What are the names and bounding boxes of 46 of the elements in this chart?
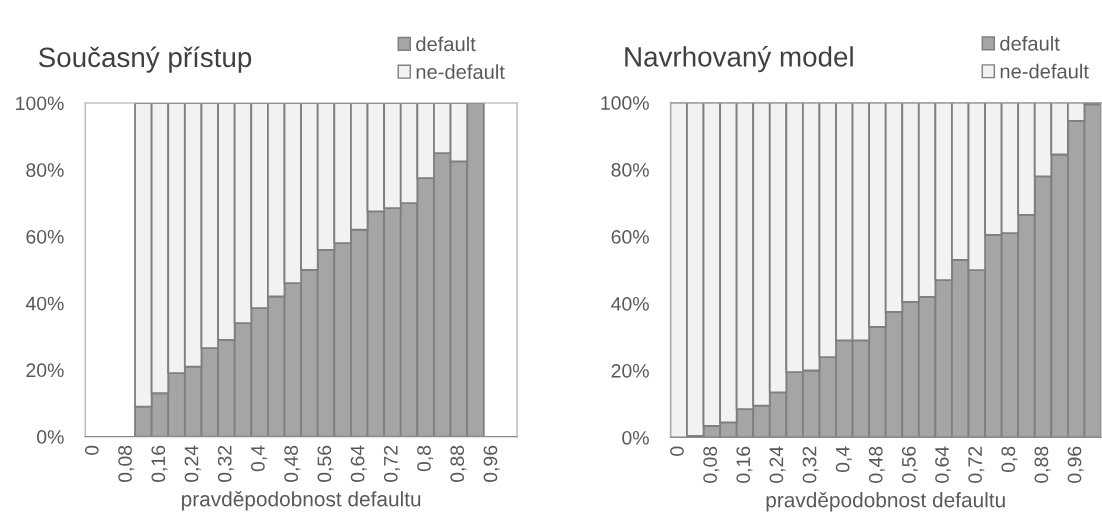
- x-tick-label: 0,4: [835, 446, 852, 473]
- x-axis-title: pravděpodobnost defaultu: [766, 492, 1005, 512]
- x-axis-title: pravděpodobnost defaultu: [181, 491, 421, 511]
- x-tick-label: 0,56: [901, 446, 919, 483]
- x-tick-label: 0,24: [184, 445, 201, 483]
- x-tick-label: 0,56: [317, 445, 334, 483]
- x-tick-label: 0,32: [802, 446, 819, 483]
- x-tick-label: 0,64: [935, 446, 952, 483]
- x-tick-label: 0,32: [217, 445, 234, 483]
- y-tick-label: 100%: [601, 96, 649, 110]
- x-tick-label: 0,96: [1067, 446, 1084, 483]
- x-tick-label: 0: [670, 446, 684, 456]
- legend-label: default: [416, 36, 476, 52]
- y-tick-label: 60%: [611, 230, 649, 244]
- x-tick-label: 0,64: [350, 445, 367, 483]
- y-tick-label: 20%: [611, 363, 649, 378]
- chart-title: Navrhovaný model: [625, 45, 853, 73]
- y-tick-label: 80%: [26, 163, 64, 177]
- y-tick-label: 80%: [611, 163, 649, 177]
- x-tick-label: 0,16: [151, 445, 168, 483]
- x-tick-label: 0,8: [417, 445, 434, 472]
- legend-label: ne-default: [416, 64, 505, 79]
- y-tick-label: 100%: [16, 96, 64, 111]
- y-tick-label: 40%: [611, 297, 649, 311]
- x-tick-label: 0,48: [868, 446, 885, 483]
- x-tick-label: 0,48: [284, 445, 301, 483]
- x-tick-label: 0: [84, 445, 99, 455]
- y-tick-label: 0%: [37, 430, 64, 444]
- x-tick-label: 0,8: [1001, 446, 1018, 473]
- y-tick-label: 40%: [25, 296, 64, 311]
- x-tick-label: 0,96: [483, 445, 500, 483]
- y-tick-label: 60%: [26, 229, 64, 244]
- x-tick-label: 0,24: [769, 446, 786, 483]
- x-tick-label: 0,08: [703, 446, 720, 483]
- x-tick-label: 0,88: [1034, 446, 1051, 483]
- y-tick-label: 20%: [26, 363, 64, 378]
- x-tick-label: 0,72: [968, 446, 985, 483]
- legend-label: default: [1000, 35, 1060, 51]
- x-tick-label: 0,72: [383, 445, 400, 483]
- x-tick-label: 0,08: [118, 445, 135, 483]
- x-tick-label: 0,4: [251, 445, 268, 472]
- x-tick-label: 0,16: [736, 446, 753, 483]
- y-tick-label: 0%: [622, 430, 649, 445]
- chart-title: Současný přístup: [38, 46, 252, 73]
- legend-label: ne-default: [1000, 63, 1089, 79]
- x-tick-label: 0,88: [450, 445, 467, 483]
